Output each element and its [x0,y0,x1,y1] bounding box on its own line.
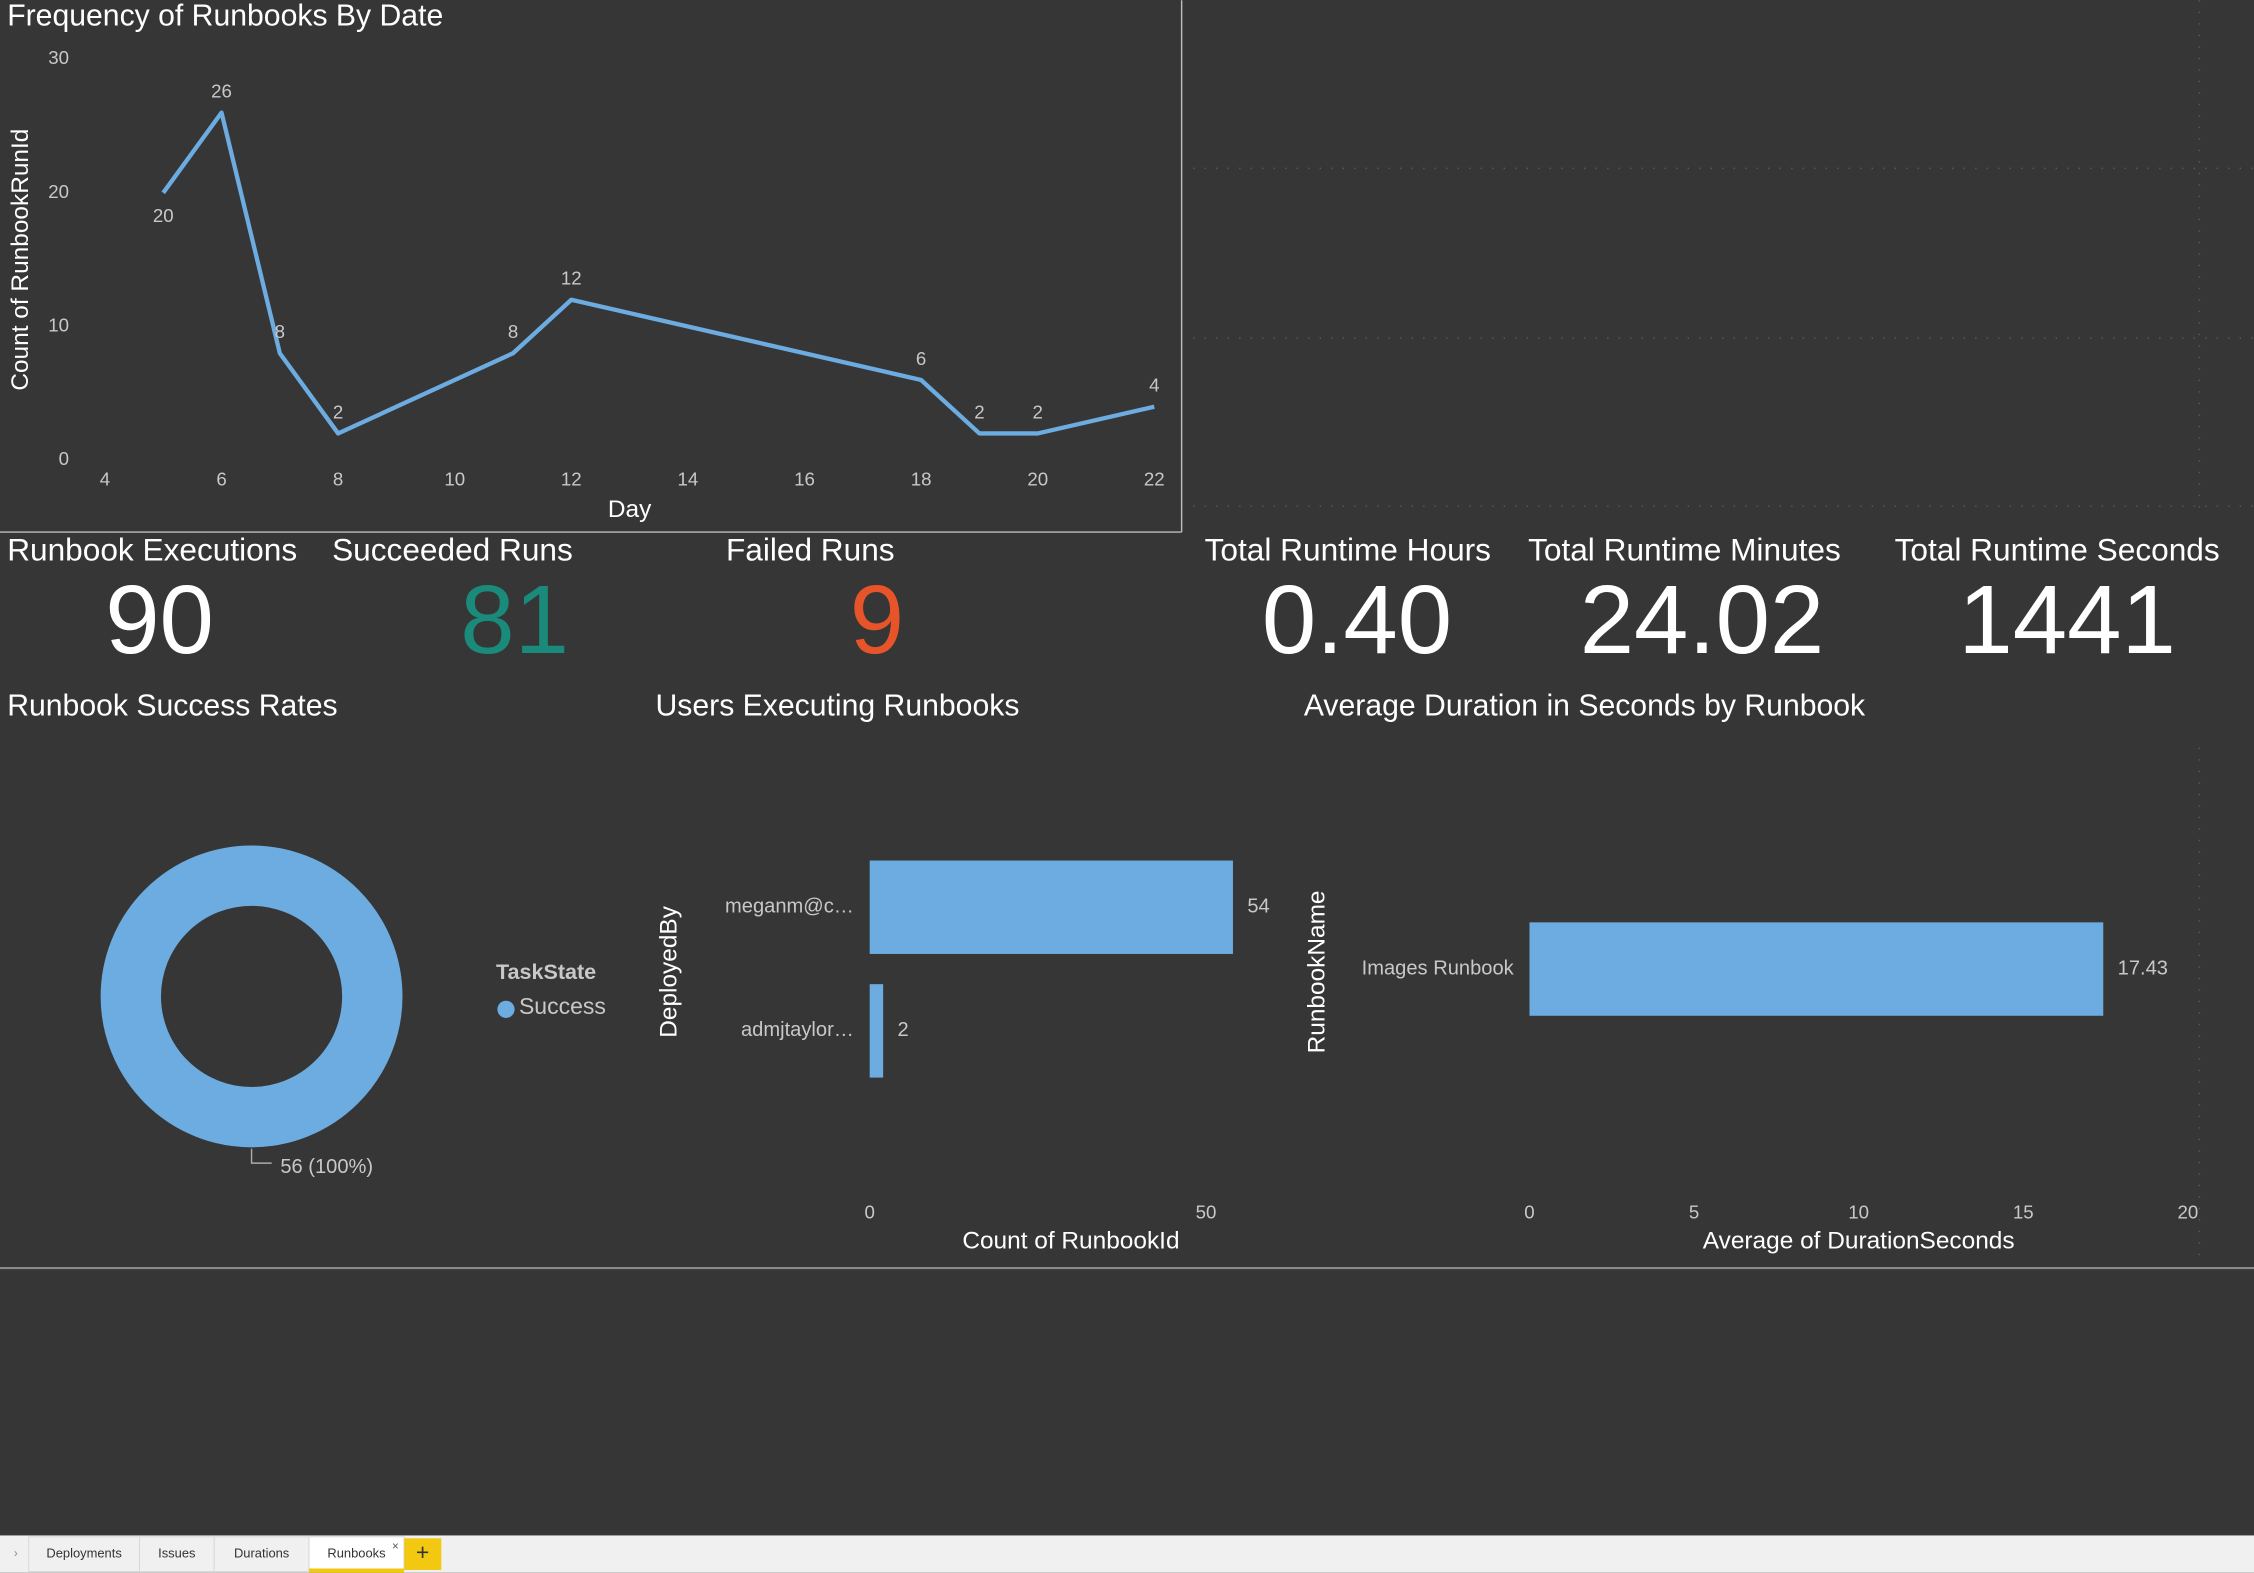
data-label: 2 [898,1019,909,1041]
y-tick-label: meganm@c… [725,896,854,918]
tab-label[interactable]: Deployments [46,1546,121,1561]
chart-title: Average Duration in Seconds by Runbook [1304,689,1866,722]
y-axis-label: DeployedBy [655,905,682,1037]
legend-title: TaskState [496,959,596,984]
x-tick-label: 12 [561,468,582,489]
donut-slice [100,845,403,1148]
x-tick-label: 4 [100,468,110,489]
x-axis-label: Average of DurationSeconds [1703,1228,2015,1255]
data-label: 20 [153,205,174,226]
bar [869,860,1233,954]
x-tick-label: 0 [1524,1201,1534,1222]
data-label: 12 [561,268,582,289]
y-tick-label: admjtaylor… [741,1019,854,1041]
x-tick-label: 50 [1196,1201,1217,1222]
chart-title: Frequency of Runbooks By Date [7,0,443,32]
y-tick-label: 0 [59,448,69,469]
page-tab[interactable] [139,1536,215,1572]
x-tick-label: 20 [2177,1201,2198,1222]
card-value: 9 [850,565,904,674]
bar [869,984,884,1078]
card-value: 24.02 [1580,565,1825,674]
data-label: 2 [333,401,343,422]
card-title: Total Runtime Minutes [1528,532,1841,568]
x-tick-label: 22 [1144,468,1165,489]
add-page-button[interactable] [403,1538,442,1570]
data-label: 2 [974,401,984,422]
x-tick-label: 15 [2013,1201,2034,1222]
data-label: 56 (100%) [280,1156,373,1178]
add-icon: + [416,1539,429,1565]
card-value: 90 [105,565,214,674]
chart-title: Runbook Success Rates [7,689,337,722]
x-tick-label: 10 [1848,1201,1869,1222]
x-axis-label: Count of RunbookId [962,1228,1179,1255]
card-title: Total Runtime Seconds [1895,532,2220,568]
tab-label[interactable]: Durations [234,1546,289,1561]
card-title: Failed Runs [726,532,895,568]
x-tick-label: 10 [444,468,465,489]
data-label: 17.43 [2118,957,2168,979]
data-label: 8 [275,321,285,342]
card-title: Succeeded Runs [332,532,573,568]
y-tick-label: 30 [48,47,69,68]
data-label: 54 [1247,896,1269,918]
tab-close[interactable]: × [392,1541,399,1553]
x-tick-label: 6 [216,468,226,489]
x-tick-label: 0 [864,1201,874,1222]
tab-label[interactable]: Runbooks [327,1546,385,1561]
active-tab-underline [309,1568,404,1573]
x-tick-label: 5 [1689,1201,1699,1222]
card-value: 1441 [1958,565,2175,674]
data-label: 26 [211,80,232,101]
data-line [161,110,1155,436]
x-tick-label: 18 [911,468,932,489]
data-label: 6 [916,348,926,369]
y-tick-label: Images Runbook [1362,957,1515,979]
x-axis-label: Day [608,496,652,523]
data-label: 8 [508,321,518,342]
card-value: 81 [460,565,569,674]
legend-label: Success [519,993,606,1019]
x-tick-label: 16 [794,468,815,489]
card-title: Runbook Executions [7,532,297,568]
leader-line [250,1148,272,1164]
y-axis-label: RunbookName [1304,890,1331,1053]
y-axis-label: Count of RunbookRunId [7,129,34,391]
x-tick-label: 20 [1027,468,1048,489]
data-label: 4 [1149,375,1159,396]
tab-label[interactable]: Issues [158,1546,195,1561]
y-tick-label: 20 [48,181,69,202]
page-tab[interactable] [213,1536,310,1572]
scroll-arrow[interactable]: › [14,1548,18,1560]
data-label: 2 [1033,401,1043,422]
card-title: Total Runtime Hours [1205,532,1491,568]
page-tab[interactable] [28,1536,140,1572]
x-tick-label: 8 [333,468,343,489]
canvas-grid [1193,0,2254,1266]
chart-title: Users Executing Runbooks [656,689,1020,722]
x-tick-label: 14 [678,468,699,489]
y-tick-label: 10 [48,314,69,335]
bar [1529,922,2104,1016]
legend-swatch [497,1000,515,1018]
card-value: 0.40 [1262,565,1452,674]
